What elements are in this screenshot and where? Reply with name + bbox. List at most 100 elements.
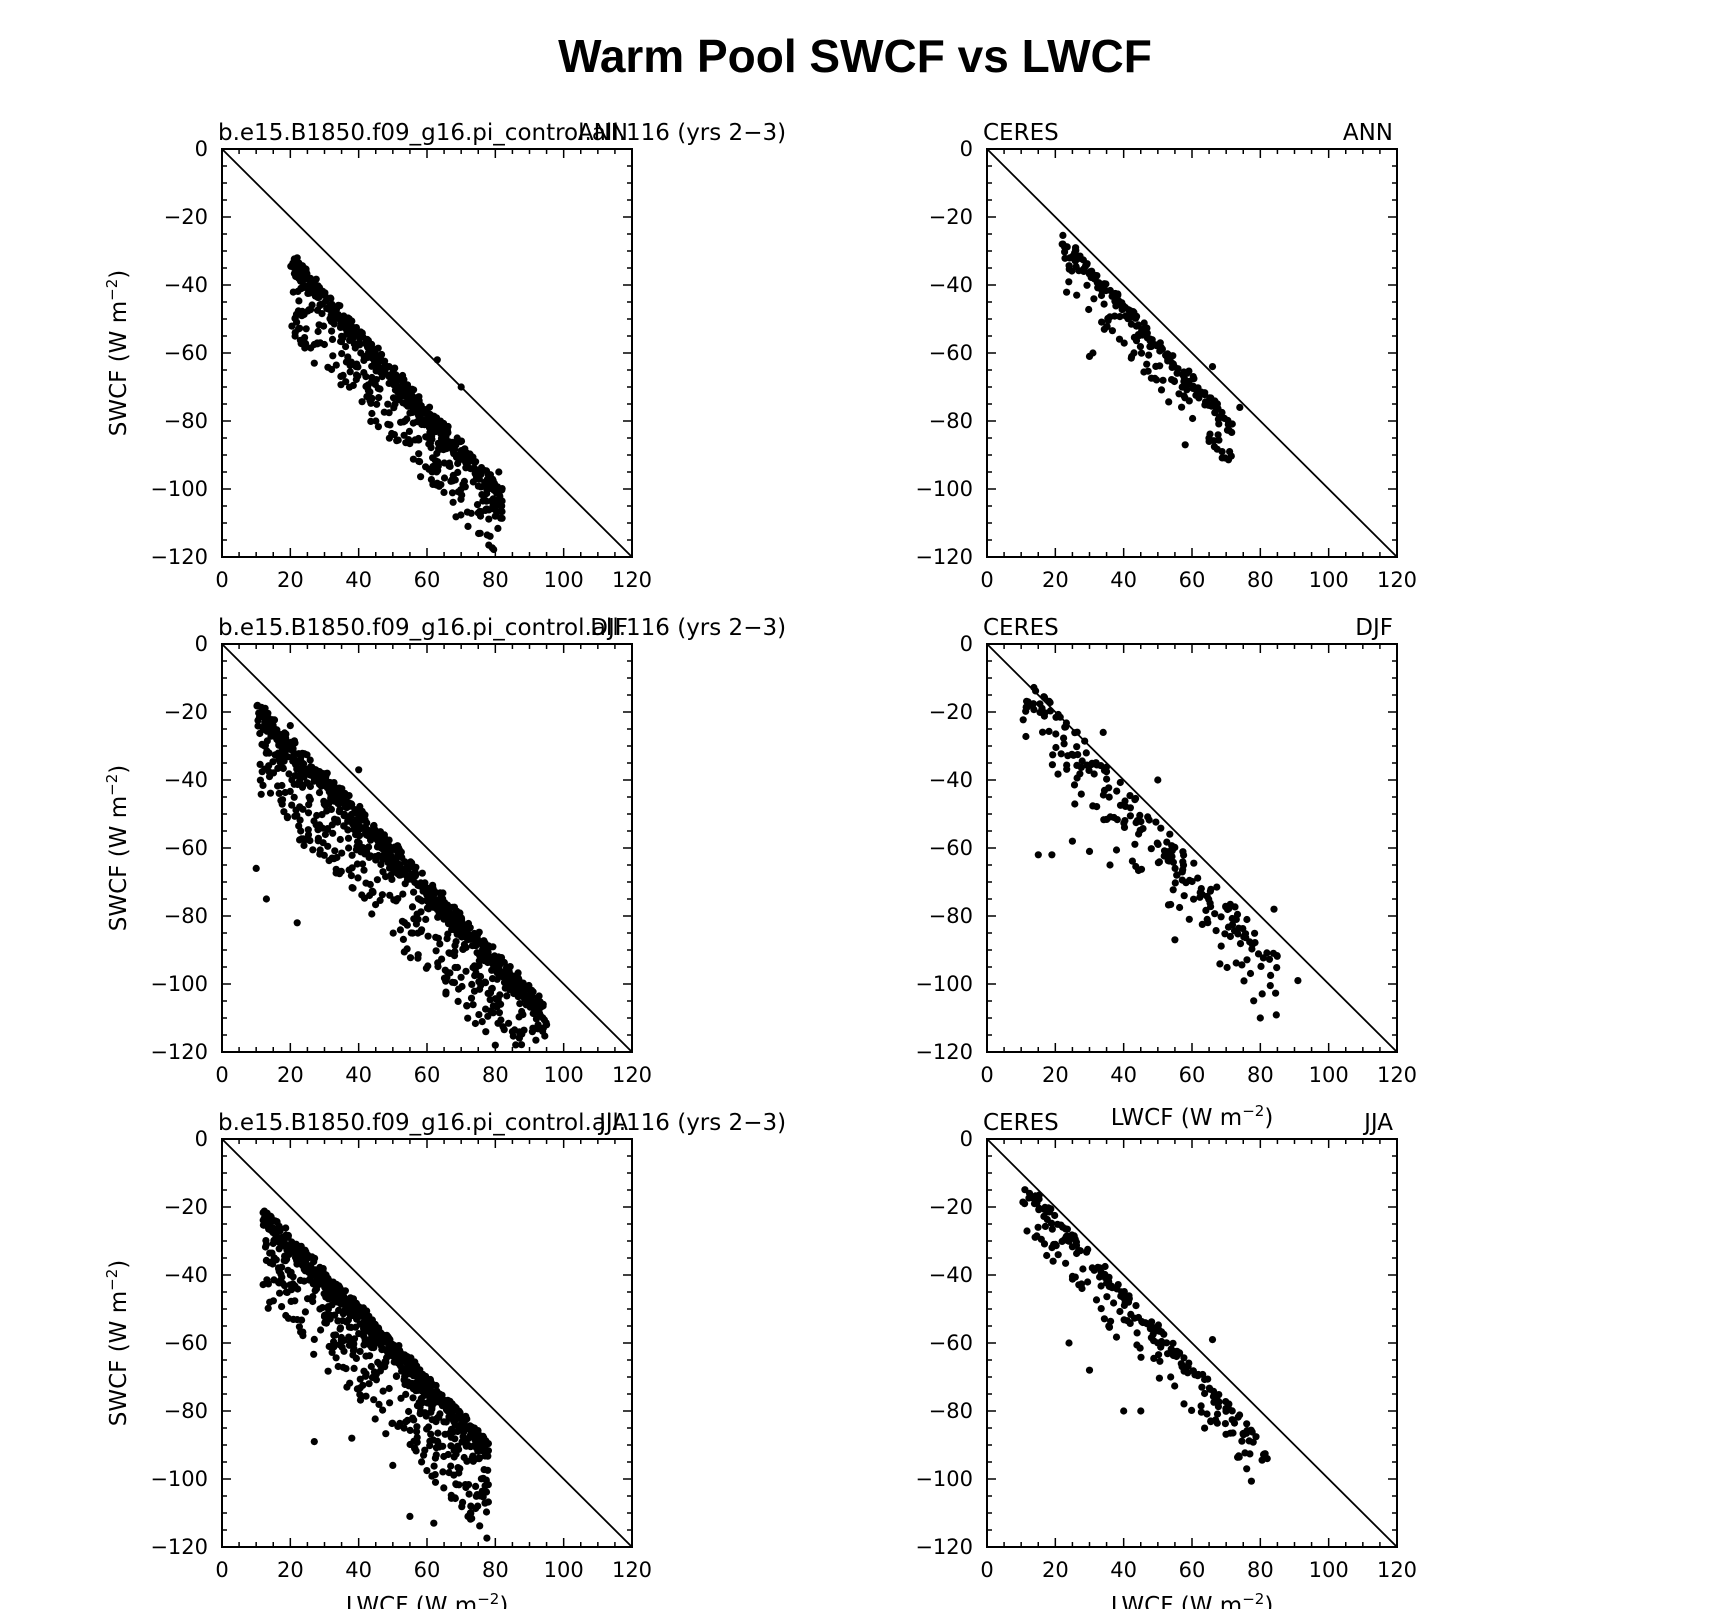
scatter-point	[1221, 454, 1229, 462]
scatter-point	[478, 1018, 486, 1026]
scatter-point	[1180, 375, 1188, 383]
scatter-point	[1071, 256, 1079, 264]
scatter-point	[1226, 420, 1234, 428]
y-axis-label-close: )	[106, 765, 132, 774]
scatter-point	[474, 1502, 482, 1510]
scatter-point	[1263, 1455, 1271, 1463]
scatter-point	[373, 836, 381, 844]
x-tick-label: 0	[215, 568, 228, 592]
x-tick-label: 100	[1309, 1558, 1349, 1582]
scatter-point	[400, 431, 408, 439]
scatter-point	[1063, 288, 1071, 296]
scatter-point	[347, 818, 355, 826]
scatter-point	[1168, 376, 1176, 384]
scatter-point	[1034, 851, 1042, 859]
scatter-point	[1156, 1357, 1164, 1365]
scatter-point	[1126, 1319, 1134, 1327]
scatter-point	[1090, 295, 1098, 303]
scatter-point	[339, 315, 347, 323]
x-tick-label: 20	[1042, 568, 1069, 592]
scatter-point	[459, 945, 467, 953]
scatter-point	[418, 1458, 426, 1466]
scatter-point	[336, 1324, 345, 1332]
scatter-point	[337, 381, 345, 389]
scatter-point	[376, 1361, 384, 1369]
scatter-point	[1273, 964, 1281, 972]
scatter-point	[440, 474, 449, 482]
scatter-point	[421, 1381, 430, 1389]
scatter-point	[409, 1414, 417, 1422]
x-axis-label: LWCF (W m−2)	[1111, 1102, 1274, 1131]
scatter-point	[458, 982, 466, 991]
scatter-point	[302, 1248, 310, 1256]
scatter-point	[285, 770, 293, 778]
scatter-point	[262, 1256, 270, 1264]
scatter-points	[252, 701, 551, 1049]
scatter-point	[1240, 977, 1248, 985]
scatter-point	[1021, 1200, 1029, 1208]
scatter-point	[1157, 386, 1166, 394]
scatter-point	[1121, 797, 1129, 805]
scatter-point	[290, 264, 298, 272]
scatter-point	[1126, 812, 1134, 820]
scatter-point	[1223, 963, 1231, 972]
scatter-point	[288, 322, 296, 330]
x-tick-label: 40	[345, 1558, 372, 1582]
scatter-point	[1051, 1211, 1059, 1220]
scatter-point	[411, 1444, 419, 1452]
scatter-point	[1085, 1366, 1094, 1374]
scatter-point	[340, 1336, 348, 1344]
y-tick-label: −60	[164, 341, 208, 365]
scatter-point	[372, 901, 380, 909]
scatter-point	[491, 512, 499, 520]
scatter-point	[271, 751, 279, 759]
scatter-point	[1054, 770, 1062, 778]
scatter-point	[259, 710, 268, 718]
scatter-point	[326, 788, 334, 796]
scatter-point	[358, 891, 366, 899]
scatter-point	[1164, 354, 1172, 363]
scatter-point	[352, 363, 360, 371]
scatter-point	[1112, 1333, 1121, 1341]
scatter-point	[481, 1499, 489, 1507]
scatter-point	[354, 372, 362, 380]
scatter-point	[455, 1469, 463, 1477]
scatter-point	[1134, 866, 1143, 875]
scatter-point	[483, 505, 491, 513]
scatter-point	[316, 1305, 324, 1313]
scatter-point	[470, 962, 479, 970]
scatter-point	[1136, 811, 1144, 820]
scatter-point	[539, 1014, 547, 1022]
scatter-point	[422, 1410, 430, 1418]
scatter-point	[1195, 394, 1203, 402]
y-axis-label-text: SWCF (W m	[106, 1291, 132, 1426]
scatter-point	[342, 1365, 350, 1373]
scatter-point	[372, 417, 380, 425]
scatter-point	[1225, 426, 1233, 434]
scatter-point	[321, 1312, 329, 1320]
scatter-point	[400, 386, 409, 394]
scatter-point	[1048, 761, 1056, 769]
scatter-point	[1073, 743, 1081, 751]
panel-right-title: DJF	[1355, 615, 1393, 641]
scatter-point	[276, 1289, 284, 1297]
scatter-point	[1238, 961, 1246, 969]
scatter-point	[1242, 934, 1250, 942]
scatter-point	[347, 872, 355, 880]
scatter-point	[1097, 762, 1105, 770]
scatter-point	[1097, 1282, 1105, 1290]
y-axis-label: SWCF (W m−2)	[103, 765, 132, 931]
scatter-point	[408, 903, 417, 911]
scatter-point	[418, 869, 426, 877]
y-axis-label: SWCF (W m−2)	[103, 1260, 132, 1426]
scatter-point	[339, 371, 347, 379]
scatter-point	[1106, 861, 1114, 869]
scatter-point	[1023, 1227, 1031, 1235]
scatter-point	[1077, 790, 1085, 798]
scatter-point	[392, 371, 400, 379]
x-tick-label: 120	[1377, 1063, 1417, 1087]
y-tick-label: −60	[164, 836, 208, 860]
scatter-point	[432, 947, 440, 955]
scatter-point	[291, 332, 299, 340]
scatter-point	[289, 1315, 297, 1323]
